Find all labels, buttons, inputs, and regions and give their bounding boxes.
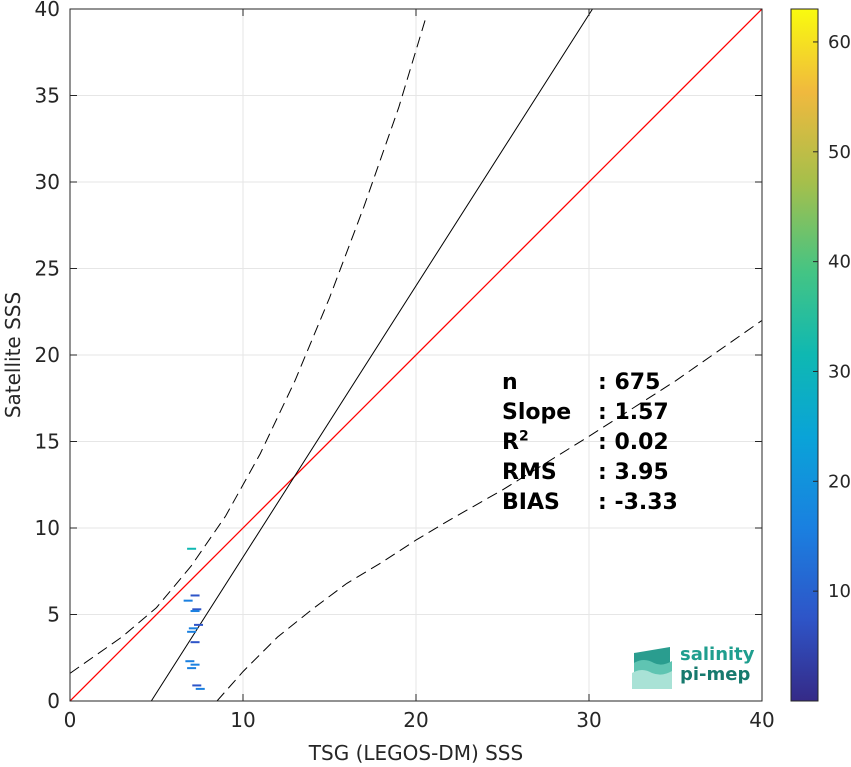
- data-points: [183, 547, 205, 690]
- logo-text: salinity pi-mep: [680, 645, 755, 685]
- y-tick-label: 10: [35, 516, 60, 540]
- reference-lines: [70, 9, 762, 701]
- y-tick-label: 15: [35, 430, 60, 454]
- line-upper-band: [70, 15, 427, 674]
- stat-r2-label-wrap: R2: [502, 428, 598, 458]
- stat-rms-label: RMS: [502, 460, 557, 485]
- stat-r2: R2 : 0.02: [502, 428, 678, 458]
- logo-waves-icon: [632, 647, 672, 689]
- colorbar-tick-label: 50: [828, 142, 851, 163]
- stat-rms-value: : 3.95: [598, 460, 669, 485]
- line-fit: [150, 9, 593, 701]
- logo-line2: pi-mep: [680, 664, 751, 685]
- stat-slope: Slope : 1.57: [502, 398, 678, 428]
- data-point: [187, 547, 197, 550]
- data-point: [192, 684, 202, 687]
- stat-n-value: : 675: [598, 370, 661, 395]
- stat-n: n : 675: [502, 368, 678, 398]
- stats-box: n : 675 Slope : 1.57 R2 : 0.02 RMS : 3.9…: [502, 368, 678, 518]
- x-tick-label: 20: [403, 708, 428, 732]
- stat-n-label: n: [502, 370, 518, 395]
- x-tick-label: 10: [230, 708, 255, 732]
- line-1:1: [70, 9, 762, 701]
- stat-r2-label: R: [502, 430, 519, 455]
- y-tick-label: 25: [35, 257, 60, 281]
- y-axis-ticks: 0 5 10 15 20 25 30 35 40: [35, 0, 762, 713]
- colorbar-tick-label: 30: [828, 361, 851, 382]
- data-point: [185, 660, 195, 663]
- stat-r2-value: : 0.02: [598, 430, 669, 455]
- x-tick-label: 40: [749, 708, 774, 732]
- colorbar-tick-label: 20: [828, 471, 851, 492]
- stat-bias: BIAS : -3.33: [502, 488, 678, 518]
- data-point: [187, 667, 197, 670]
- data-point: [183, 599, 193, 602]
- y-tick-label: 40: [35, 0, 60, 21]
- stat-r2-sup: 2: [518, 428, 529, 445]
- data-point: [190, 641, 200, 644]
- stat-rms: RMS : 3.95: [502, 458, 678, 488]
- stat-slope-label: Slope: [502, 400, 572, 425]
- x-axis-label: TSG (LEGOS-DM) SSS: [308, 741, 523, 765]
- colorbar-tick-label: 10: [828, 581, 851, 602]
- x-axis-ticks: 0 10 20 30 40: [64, 9, 775, 732]
- x-tick-label: 30: [576, 708, 601, 732]
- data-point: [188, 627, 198, 630]
- x-tick-label: 0: [64, 708, 77, 732]
- stat-slope-value: : 1.57: [598, 400, 669, 425]
- data-point: [195, 687, 205, 690]
- logo-line1: salinity: [680, 644, 755, 665]
- colorbar-tick-label: 60: [828, 32, 851, 53]
- salinity-pimep-logo: salinity pi-mep: [630, 643, 760, 693]
- data-point: [190, 663, 200, 666]
- data-point: [190, 594, 200, 597]
- data-point: [187, 630, 197, 633]
- y-tick-label: 0: [47, 689, 60, 713]
- y-tick-label: 20: [35, 343, 60, 367]
- data-point: [192, 608, 202, 611]
- y-tick-label: 5: [47, 603, 60, 627]
- data-point: [194, 623, 204, 626]
- colorbar-tick-label: 40: [828, 252, 851, 273]
- colorbar-ticks: 10 20 30 40 50 60: [813, 32, 851, 602]
- line-lower-band: [216, 319, 762, 701]
- y-tick-label: 35: [35, 84, 60, 108]
- colorbar: [790, 8, 819, 702]
- data-point: [190, 610, 200, 613]
- y-tick-label: 30: [35, 170, 60, 194]
- stat-bias-label: BIAS: [502, 490, 560, 515]
- y-axis-label: Satellite SSS: [1, 292, 25, 418]
- stat-bias-value: : -3.33: [598, 490, 678, 515]
